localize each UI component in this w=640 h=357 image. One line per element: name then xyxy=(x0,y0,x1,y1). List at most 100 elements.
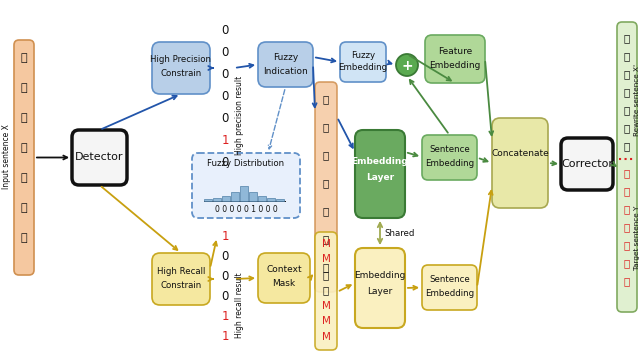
Text: High Recall: High Recall xyxy=(157,266,205,276)
Text: Feature: Feature xyxy=(438,46,472,55)
Text: M: M xyxy=(321,332,330,342)
Text: 天: 天 xyxy=(20,83,28,93)
Text: High precision result: High precision result xyxy=(236,75,244,155)
Bar xyxy=(204,199,212,201)
Text: +: + xyxy=(401,59,413,73)
Text: Indication: Indication xyxy=(263,66,308,75)
FancyBboxPatch shape xyxy=(315,232,337,350)
Text: Layer: Layer xyxy=(366,174,394,182)
Text: 直: 直 xyxy=(323,234,329,244)
Text: 气: 气 xyxy=(323,206,329,216)
Text: High recall result: High recall result xyxy=(236,272,244,338)
FancyBboxPatch shape xyxy=(425,35,485,83)
Text: 令: 令 xyxy=(624,33,630,43)
Text: 1: 1 xyxy=(221,134,228,146)
Text: 0: 0 xyxy=(221,251,228,263)
Text: Target sentence Y: Target sentence Y xyxy=(634,206,640,270)
FancyBboxPatch shape xyxy=(355,248,405,328)
Text: 0: 0 xyxy=(221,45,228,59)
Text: 的: 的 xyxy=(624,204,630,214)
Text: Constrain: Constrain xyxy=(161,281,202,290)
Text: 令: 令 xyxy=(323,94,329,104)
Text: 的: 的 xyxy=(323,150,329,160)
Text: 的: 的 xyxy=(20,113,28,123)
Text: 气: 气 xyxy=(20,173,28,183)
FancyBboxPatch shape xyxy=(152,253,210,305)
Text: 0: 0 xyxy=(221,67,228,80)
Text: 天: 天 xyxy=(323,286,329,296)
FancyBboxPatch shape xyxy=(192,153,300,218)
Text: Embedding: Embedding xyxy=(351,157,408,166)
Text: Mask: Mask xyxy=(273,280,296,288)
Text: 直: 直 xyxy=(20,203,28,213)
Text: 气: 气 xyxy=(624,240,630,250)
Text: Context: Context xyxy=(266,266,302,275)
FancyBboxPatch shape xyxy=(14,40,34,275)
FancyBboxPatch shape xyxy=(340,42,386,82)
Text: 好: 好 xyxy=(323,262,329,272)
Text: M: M xyxy=(321,301,330,311)
Text: 令: 令 xyxy=(20,53,28,63)
FancyBboxPatch shape xyxy=(72,130,127,185)
FancyBboxPatch shape xyxy=(258,42,313,87)
Text: 好: 好 xyxy=(624,141,630,151)
Text: Detector: Detector xyxy=(76,152,124,162)
FancyBboxPatch shape xyxy=(492,118,548,208)
Text: 天: 天 xyxy=(323,178,329,188)
Text: 令: 令 xyxy=(624,168,630,178)
Text: Rewrite sentence X': Rewrite sentence X' xyxy=(634,64,640,136)
Text: 天: 天 xyxy=(20,143,28,153)
Bar xyxy=(276,199,284,201)
Text: Embedding: Embedding xyxy=(425,290,474,298)
Text: 0: 0 xyxy=(221,156,228,169)
Text: Embedding: Embedding xyxy=(355,271,406,280)
Text: Embedding: Embedding xyxy=(339,64,388,72)
FancyBboxPatch shape xyxy=(422,135,477,180)
FancyBboxPatch shape xyxy=(152,42,210,94)
Text: Concatenate: Concatenate xyxy=(491,149,549,157)
Bar xyxy=(240,186,248,201)
Text: Sentence: Sentence xyxy=(429,146,470,155)
Text: 天: 天 xyxy=(624,186,630,196)
Text: 好: 好 xyxy=(20,233,28,243)
Text: 直: 直 xyxy=(624,123,630,133)
Text: 0: 0 xyxy=(221,291,228,303)
Text: M: M xyxy=(321,239,330,249)
FancyBboxPatch shape xyxy=(422,265,477,310)
Bar xyxy=(222,196,230,201)
Text: 1: 1 xyxy=(221,331,228,343)
Bar xyxy=(213,198,221,201)
Text: Sentence: Sentence xyxy=(429,276,470,285)
Text: 气: 气 xyxy=(624,105,630,115)
FancyBboxPatch shape xyxy=(355,130,405,218)
Text: 0: 0 xyxy=(221,90,228,102)
Text: 天: 天 xyxy=(624,51,630,61)
Text: Shared: Shared xyxy=(385,230,415,238)
Text: 天: 天 xyxy=(323,122,329,132)
Text: 0: 0 xyxy=(221,111,228,125)
Text: Layer: Layer xyxy=(367,287,392,296)
Text: 1: 1 xyxy=(221,311,228,323)
Text: Fuzzy: Fuzzy xyxy=(351,50,375,60)
Text: M: M xyxy=(321,255,330,265)
Text: 0: 0 xyxy=(221,271,228,283)
Bar xyxy=(231,192,239,201)
Text: M: M xyxy=(321,317,330,327)
Text: Embedding: Embedding xyxy=(425,160,474,169)
Text: 的: 的 xyxy=(323,270,329,280)
Text: 真: 真 xyxy=(624,258,630,268)
Text: Fuzzy Distribution: Fuzzy Distribution xyxy=(207,160,285,169)
Text: Constrain: Constrain xyxy=(161,70,202,79)
Text: 天: 天 xyxy=(624,222,630,232)
Text: High Precision: High Precision xyxy=(150,55,211,65)
FancyBboxPatch shape xyxy=(617,22,637,312)
Bar xyxy=(267,198,275,201)
Text: Corrector: Corrector xyxy=(561,159,613,169)
Text: Fuzzy: Fuzzy xyxy=(273,52,298,61)
Text: 0: 0 xyxy=(221,24,228,36)
Text: 的: 的 xyxy=(624,69,630,79)
Text: 好: 好 xyxy=(624,276,630,286)
FancyBboxPatch shape xyxy=(258,253,310,303)
Text: 天: 天 xyxy=(624,87,630,97)
Circle shape xyxy=(396,54,418,76)
